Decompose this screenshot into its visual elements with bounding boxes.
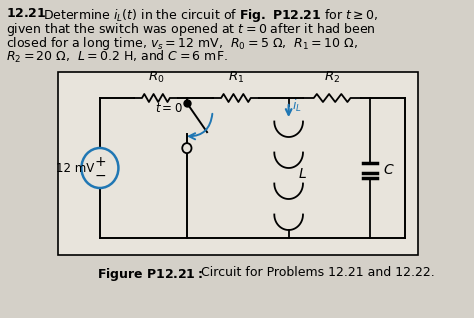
Text: $\mathbf{12.21}$: $\mathbf{12.21}$: [7, 7, 47, 20]
Text: Circuit for Problems 12.21 and 12.22.: Circuit for Problems 12.21 and 12.22.: [197, 266, 435, 279]
Text: +: +: [94, 155, 106, 169]
Text: Determine $i_L(t)$ in the circuit of $\mathbf{Fig.\ P12.21}$ for $t \geq 0$,: Determine $i_L(t)$ in the circuit of $\m…: [43, 7, 378, 24]
Text: $C$: $C$: [383, 163, 395, 177]
Text: given that the switch was opened at $t = 0$ after it had been: given that the switch was opened at $t =…: [7, 21, 376, 38]
Text: 12 mV: 12 mV: [56, 162, 94, 175]
Text: $i_L$: $i_L$: [292, 98, 302, 114]
Text: $R_2 = 20\ \Omega$, $\ L = 0.2$ H, and $C = 6$ mF.: $R_2 = 20\ \Omega$, $\ L = 0.2$ H, and $…: [7, 49, 228, 65]
FancyArrowPatch shape: [189, 114, 212, 139]
Text: $R_1$: $R_1$: [228, 70, 244, 85]
Text: $R_0$: $R_0$: [148, 70, 164, 85]
Circle shape: [182, 143, 191, 153]
Text: closed for a long time, $v_s = 12$ mV, $\ R_0 = 5\ \Omega$, $\ R_1 = 10\ \Omega$: closed for a long time, $v_s = 12$ mV, $…: [7, 35, 358, 52]
Text: $\mathbf{Figure\ P12.21:}$: $\mathbf{Figure\ P12.21:}$: [97, 266, 203, 283]
Text: $t=0$: $t=0$: [155, 102, 182, 115]
Text: $-$: $-$: [94, 168, 106, 182]
Text: $L$: $L$: [298, 167, 307, 181]
Bar: [58, 72, 418, 255]
Text: $R_2$: $R_2$: [324, 70, 340, 85]
